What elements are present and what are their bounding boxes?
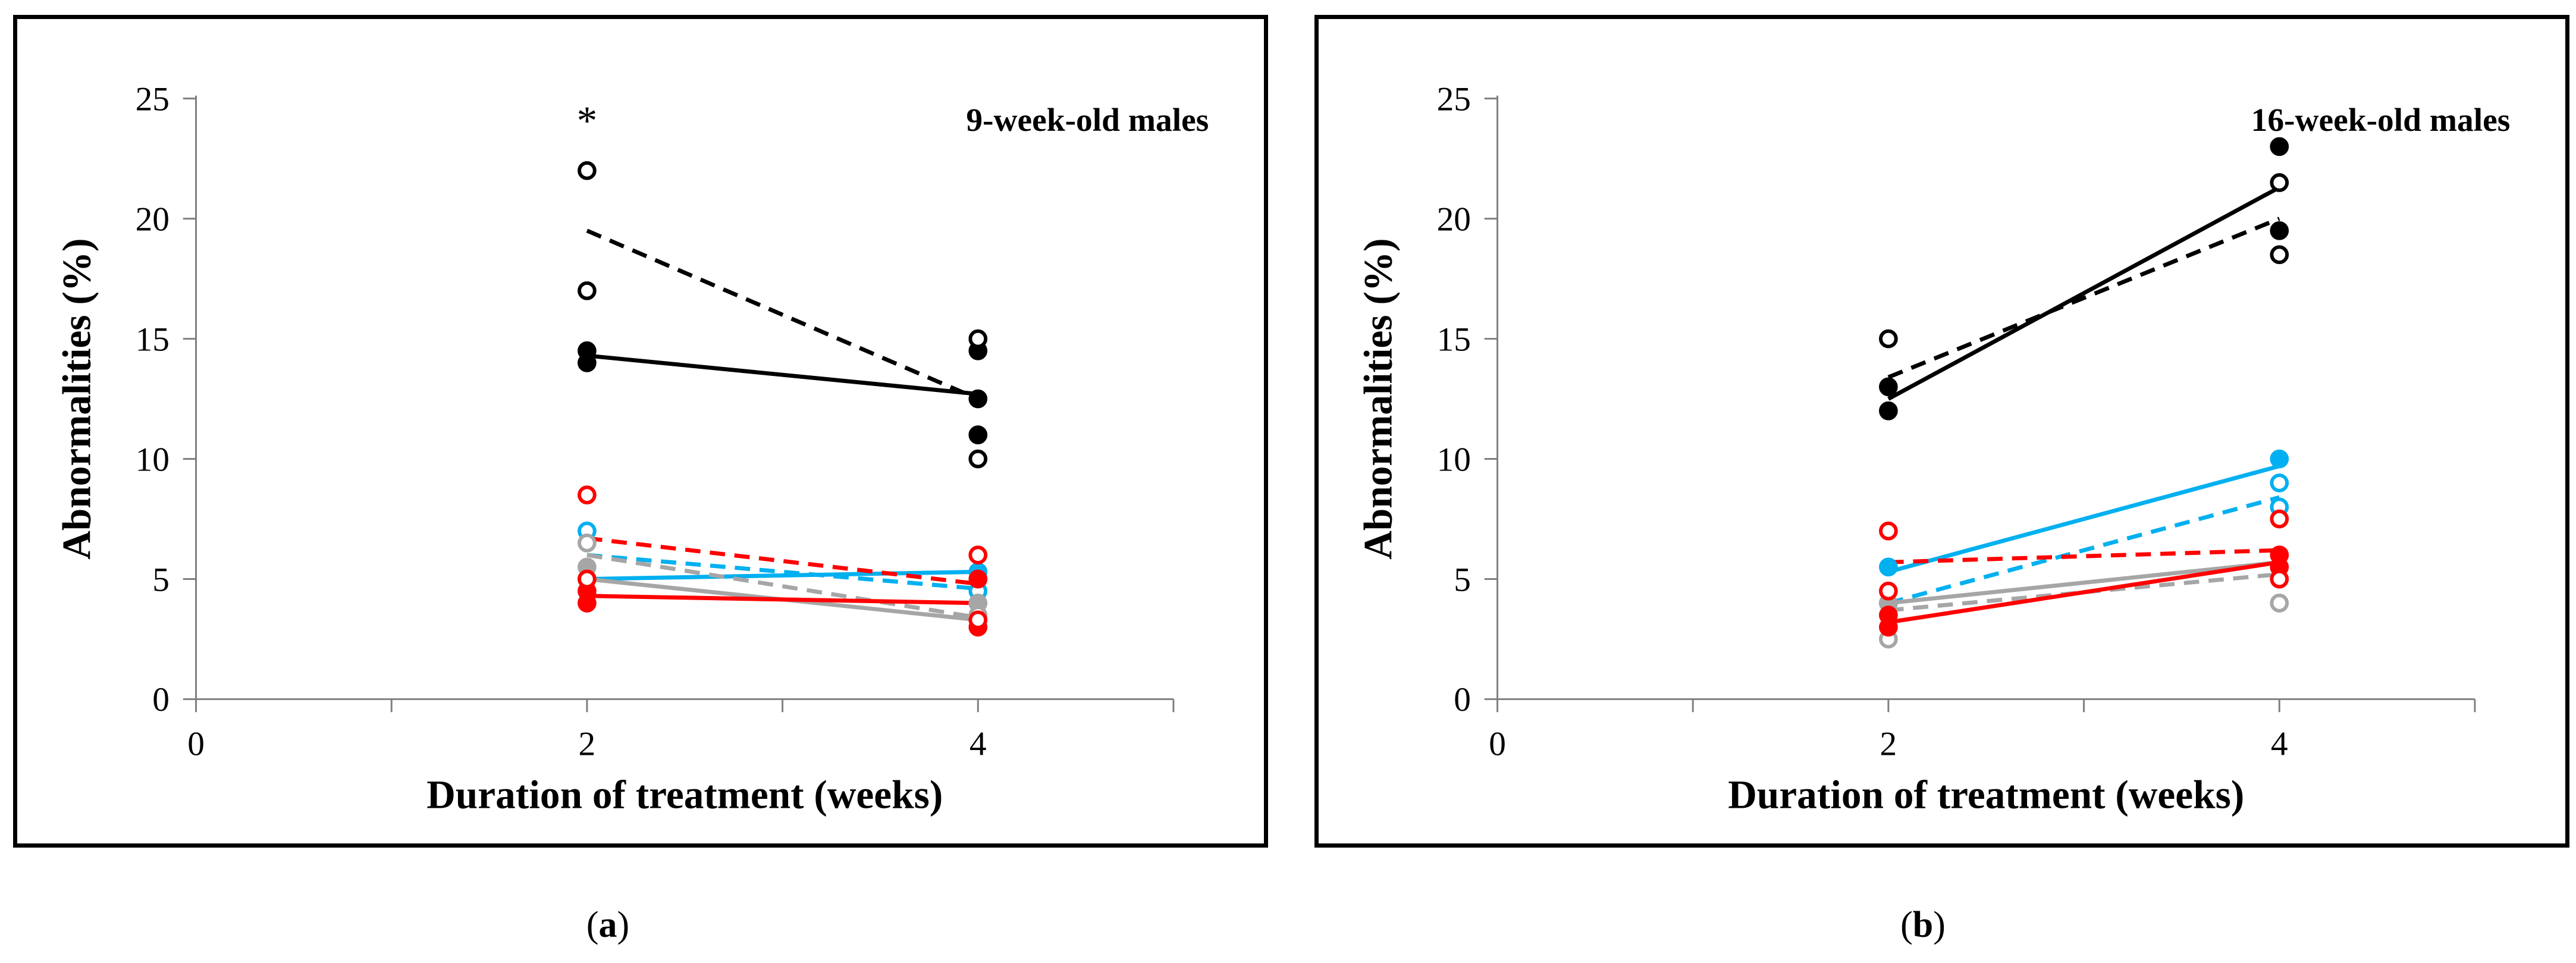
data-point-black-open	[2270, 173, 2289, 192]
y-tick-label: 5	[1454, 561, 1471, 598]
trendline-dashed	[586, 553, 978, 591]
y-tick-label: 10	[136, 441, 170, 478]
chart-panel-a: 0 5 10 15 20 25 0 2 4 Duration of treatment (week…	[13, 15, 1268, 848]
trendline-dashed	[586, 553, 978, 620]
x-tick-label: 0	[1489, 725, 1506, 763]
y-tick-label: 25	[136, 80, 170, 118]
caption-a: (a)	[586, 905, 630, 945]
y-tick-label: 15	[136, 321, 170, 358]
y-tick-label: 10	[1437, 441, 1471, 478]
data-point-red-open	[968, 545, 988, 564]
data-point-black-filled	[578, 341, 597, 360]
data-point-black-open	[1879, 329, 1898, 349]
data-point-blue-filled	[1879, 557, 1898, 577]
x-tick-label: 4	[969, 725, 987, 763]
trendline-solid	[1888, 560, 2280, 625]
chart-panel-b: 0 5 10 15 20 25 0 2 4 Duration of treatment (week…	[1314, 15, 2569, 848]
data-point-red-open	[1879, 521, 1898, 541]
trendline-dashed	[586, 536, 978, 586]
trendline-dashed	[1888, 548, 2280, 564]
data-point-red-filled	[1879, 606, 1898, 625]
trendline-solid	[586, 569, 978, 581]
data-point-red-filled	[968, 569, 988, 589]
data-point-blue-open	[2270, 473, 2289, 493]
data-point-black-filled	[1879, 377, 1898, 397]
y-tick-label: 20	[1437, 200, 1471, 238]
data-point-red-open	[2270, 509, 2289, 529]
data-point-black-open	[968, 449, 988, 469]
y-tick-label: 25	[1437, 80, 1471, 118]
x-axis-label: Duration of treatment (weeks)	[1728, 773, 2244, 817]
x-tick-label: 2	[579, 725, 596, 763]
data-point-red-open	[968, 610, 988, 629]
data-point-red-open	[578, 569, 597, 589]
data-point-black-open	[968, 329, 988, 349]
chart-title: 9-week-old males	[966, 102, 1209, 138]
data-point-black-filled	[2270, 137, 2289, 156]
x-tick-label: 2	[1880, 725, 1897, 763]
chart-svg-a: 0 5 10 15 20 25 0 2 4 Duration of treatment (week…	[54, 80, 1209, 817]
trendline-dashed	[1888, 495, 2280, 606]
data-point-black-open	[2270, 245, 2289, 265]
chart-svg-b: 0 5 10 15 20 25 0 2 4 Duration of treatment (week…	[1356, 80, 2511, 817]
trendline-solid	[1888, 464, 2280, 574]
data-point-gray-open	[578, 534, 597, 553]
y-tick-label: 20	[136, 200, 170, 238]
chart-title: 16-week-old males	[2251, 102, 2511, 138]
trendline-solid	[1888, 560, 2280, 606]
data-point-black-filled	[2270, 221, 2289, 240]
data-point-black-filled	[968, 425, 988, 444]
trendline-solid	[586, 353, 978, 396]
data-point-blue-filled	[2270, 449, 2289, 469]
data-point-black-filled	[1879, 401, 1898, 421]
data-point-red-open	[2270, 569, 2289, 589]
trendline-dashed	[1888, 572, 2280, 613]
trendline-solid	[586, 594, 978, 606]
x-tick-label: 4	[2271, 725, 2288, 763]
y-tick-label: 15	[1437, 321, 1471, 358]
y-axis-label: Abnormalities (%)	[54, 238, 99, 559]
trendline-solid	[1887, 186, 2280, 401]
caption-b: (b)	[1900, 905, 1946, 945]
data-point-red-open	[1879, 581, 1898, 601]
y-tick-label: 5	[152, 561, 170, 598]
x-tick-label: 0	[187, 725, 205, 763]
y-tick-label: 0	[152, 681, 170, 719]
significance-annotation: *	[577, 98, 598, 143]
y-tick-label: 0	[1454, 681, 1471, 719]
data-point-red-open	[578, 485, 597, 504]
trendline-dashed	[1887, 217, 2280, 379]
y-axis-label: Abnormalities (%)	[1356, 238, 1400, 559]
data-point-black-open	[578, 161, 597, 180]
trendline-dashed	[586, 228, 979, 401]
data-point-black-filled	[968, 389, 988, 409]
data-point-black-open	[578, 281, 597, 300]
x-axis-label: Duration of treatment (weeks)	[426, 773, 943, 817]
data-point-gray-open	[2270, 594, 2289, 613]
